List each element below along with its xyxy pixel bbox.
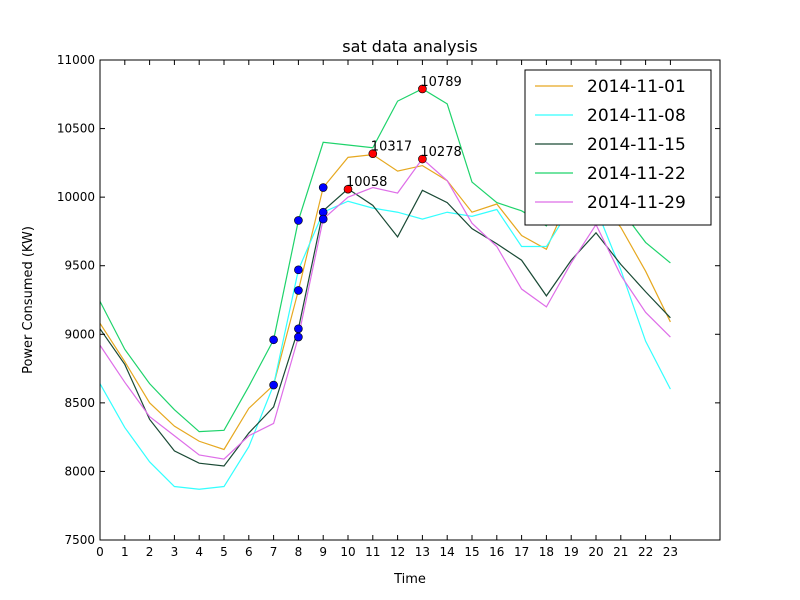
legend-box: [524, 69, 712, 226]
chart-title: sat data analysis: [342, 37, 477, 56]
x-tick-label-12: 12: [390, 545, 405, 559]
blue-marker-2: [294, 216, 303, 225]
x-tick-label-21: 21: [613, 545, 628, 559]
x-tick-label-16: 16: [489, 545, 504, 559]
peak-marker-2: [418, 154, 427, 164]
peak-label-2: 10278: [420, 145, 461, 160]
x-tick-label-13: 13: [415, 545, 430, 559]
peak-label-0: 10058: [346, 175, 387, 190]
blue-marker-4: [294, 286, 303, 295]
blue-marker-0: [269, 335, 278, 345]
y-tick-label-10500: 10500: [57, 122, 95, 136]
y-tick-label-10000: 10000: [57, 190, 95, 204]
x-tick-label-14: 14: [440, 545, 455, 559]
legend: 2014-11-01 2014-11-08 2014-11-15 2014-11-22…: [524, 69, 712, 226]
x-tick-label-10: 10: [340, 545, 355, 559]
x-tick-label-4: 4: [195, 545, 203, 559]
x-tick-label-18: 18: [539, 545, 554, 559]
x-tick-label-2: 2: [146, 545, 154, 559]
peak-marker-1: [368, 149, 378, 158]
x-tick-label-1: 1: [121, 545, 129, 559]
legend-label-2014-11-29: 2014-11-29: [587, 193, 686, 213]
x-tick-label-20: 20: [588, 545, 603, 559]
x-tick-label-8: 8: [295, 545, 303, 559]
x-tick-label-23: 23: [663, 545, 678, 559]
x-axis-label: Time: [393, 572, 426, 587]
legend-label-2014-11-15: 2014-11-15: [587, 135, 686, 155]
peak-label-3: 10789: [420, 75, 461, 90]
legend-label-2014-11-22: 2014-11-22: [587, 164, 686, 184]
legend-label-2014-11-08: 2014-11-08: [587, 106, 686, 126]
x-tick-label-11: 11: [365, 545, 380, 559]
peak-marker-0: [343, 184, 353, 194]
peak-label-1: 10317: [371, 140, 412, 155]
blue-marker-5: [294, 324, 303, 334]
blue-marker-7: [318, 183, 328, 192]
y-axis-label: Power Consumed (KW): [21, 226, 36, 374]
y-tick-label-9000: 9000: [64, 327, 95, 341]
x-tick-label-7: 7: [270, 545, 278, 559]
y-tick-label-9500: 9500: [64, 259, 95, 273]
axes-frame: [99, 59, 721, 541]
legend-label-2014-11-01: 2014-11-01: [587, 77, 686, 97]
x-tick-label-17: 17: [514, 545, 529, 559]
x-tick-label-5: 5: [220, 545, 228, 559]
y-tick-label-7500: 7500: [64, 533, 95, 547]
x-tick-label-0: 0: [96, 545, 104, 559]
blue-marker-6: [294, 332, 303, 342]
blue-marker-3: [294, 265, 303, 275]
y-tick-label-8000: 8000: [64, 464, 95, 478]
blue-marker-9: [318, 214, 328, 224]
blue-marker-1: [269, 380, 278, 390]
y-tick-label-8500: 8500: [64, 396, 95, 410]
peak-marker-3: [418, 84, 427, 94]
x-tick-label-19: 19: [564, 545, 579, 559]
y-tick-label-11000: 11000: [57, 53, 95, 67]
x-tick-label-22: 22: [638, 545, 653, 559]
x-tick-label-3: 3: [171, 545, 179, 559]
x-tick-label-15: 15: [464, 545, 479, 559]
x-tick-label-9: 9: [319, 545, 327, 559]
x-tick-label-6: 6: [245, 545, 253, 559]
series-line-2014-11-29: [99, 157, 671, 460]
